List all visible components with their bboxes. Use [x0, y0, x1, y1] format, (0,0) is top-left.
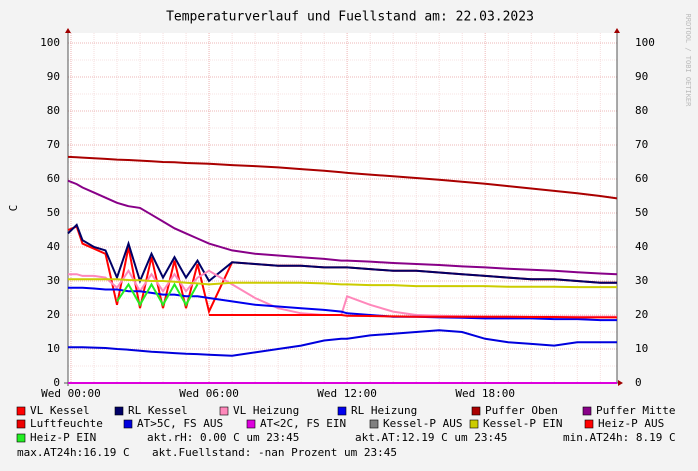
- y2-tick-label: 40: [635, 240, 648, 253]
- legend-label: RL Kessel: [128, 404, 188, 417]
- y2-tick-label: 0: [635, 376, 642, 389]
- axis-arrow: [614, 28, 620, 33]
- legend-label: Puffer Mitte: [596, 404, 675, 417]
- legend-label: Heiz-P AUS: [598, 417, 664, 430]
- series-line: [209, 314, 617, 319]
- stat-text: akt.Fuellstand: -nan Prozent um 23:45: [152, 446, 397, 459]
- legend-swatch: [469, 419, 479, 429]
- y2-tick-label: 10: [635, 342, 648, 355]
- y-tick-label: 90: [47, 70, 60, 83]
- legend-label: VL Heizung: [233, 404, 299, 417]
- y-axis-label: C: [7, 205, 20, 212]
- y-tick-label: 30: [47, 274, 60, 287]
- series-line: [68, 286, 617, 322]
- legend-swatch: [471, 406, 481, 416]
- y-tick-label: 80: [47, 104, 60, 117]
- legend-swatch: [123, 419, 133, 429]
- y2-tick-label: 20: [635, 308, 648, 321]
- legend-swatch: [219, 406, 229, 416]
- legend-label: AT<2C, FS EIN: [260, 417, 346, 430]
- legend-swatch: [246, 419, 256, 429]
- y2-tick-label: 60: [635, 172, 648, 185]
- y2-tick-label: 70: [635, 138, 648, 151]
- legend-swatch: [114, 406, 124, 416]
- legend-swatch: [369, 419, 379, 429]
- legend-swatch: [16, 406, 26, 416]
- legend-label: VL Kessel: [30, 404, 90, 417]
- stat-text: min.AT24h: 8.19 C: [563, 431, 676, 444]
- legend-swatch: [16, 419, 26, 429]
- watermark: RRDTOOL / TOBI OETIKER: [684, 14, 692, 108]
- x-tick-label: Wed 18:00: [455, 387, 515, 400]
- y-tick-label: 0: [53, 376, 60, 389]
- series-line: [68, 329, 617, 357]
- series-line: [67, 223, 617, 284]
- y-tick-label: 20: [47, 308, 60, 321]
- legend-label: AT>5C, FS AUS: [137, 417, 223, 430]
- y2-tick-label: 50: [635, 206, 648, 219]
- y-tick-label: 60: [47, 172, 60, 185]
- legend-swatch: [16, 433, 26, 443]
- series-line: [68, 278, 617, 289]
- legend-label: Heiz-P EIN: [30, 431, 96, 444]
- legend-swatch: [584, 419, 594, 429]
- y-tick-label: 50: [47, 206, 60, 219]
- stat-text: max.AT24h:16.19 C: [17, 446, 130, 459]
- y-tick-label: 70: [47, 138, 60, 151]
- y2-tick-label: 80: [635, 104, 648, 117]
- y2-tick-label: 100: [635, 36, 655, 49]
- legend-swatch: [582, 406, 592, 416]
- legend-label: Luftfeuchte: [30, 417, 103, 430]
- y2-tick-label: 30: [635, 274, 648, 287]
- y-tick-label: 100: [40, 36, 60, 49]
- y-tick-label: 10: [47, 342, 60, 355]
- legend-swatch: [337, 406, 347, 416]
- y2-tick-label: 90: [635, 70, 648, 83]
- series-line: [67, 179, 618, 276]
- legend-label: Puffer Oben: [485, 404, 558, 417]
- stat-text: akt.AT:12.19 C um 23:45: [355, 431, 507, 444]
- series-line: [116, 282, 199, 307]
- legend-label: RL Heizung: [351, 404, 417, 417]
- plot-area: [68, 33, 617, 383]
- axis-arrow: [618, 380, 623, 386]
- x-tick-label: Wed 12:00: [317, 387, 377, 400]
- axis-arrow: [65, 28, 71, 33]
- legend-label: Kessel-P EIN: [483, 417, 562, 430]
- chart-title: Temperaturverlauf und Fuellstand am: 22.…: [166, 10, 534, 25]
- stat-text: akt.rH: 0.00 C um 23:45: [147, 431, 299, 444]
- y-tick-label: 40: [47, 240, 60, 253]
- x-tick-label: Wed 00:00: [41, 387, 101, 400]
- x-tick-label: Wed 06:00: [179, 387, 239, 400]
- series-line: [67, 155, 618, 200]
- legend-label: Kessel-P AUS: [383, 417, 462, 430]
